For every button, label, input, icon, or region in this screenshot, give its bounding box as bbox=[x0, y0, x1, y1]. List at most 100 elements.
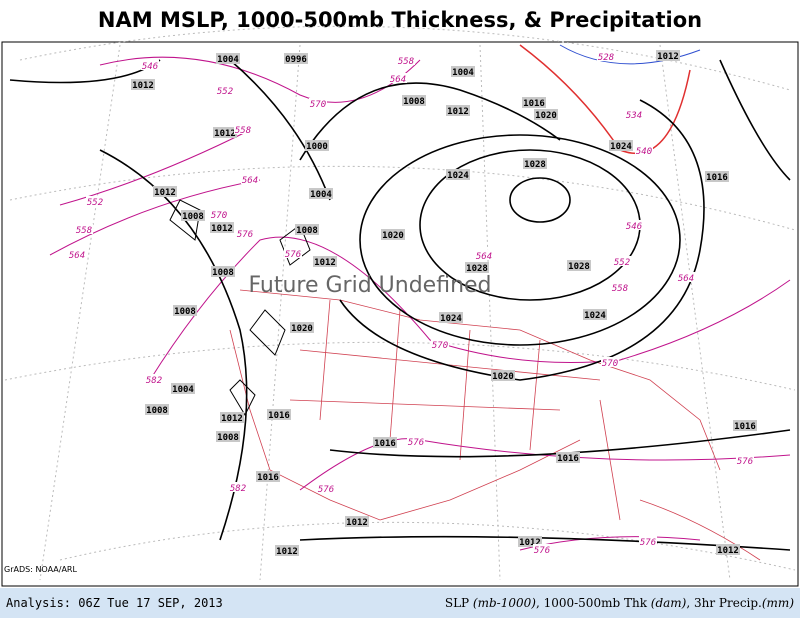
isobar-label: 1004 bbox=[217, 55, 239, 65]
legend-part: (mm) bbox=[762, 596, 794, 610]
isobar-label: 1008 bbox=[212, 268, 234, 278]
isobar-label: 1016 bbox=[706, 173, 728, 183]
isobar-label: 1012 bbox=[346, 518, 368, 528]
thickness-label-box bbox=[601, 357, 619, 367]
isobar-label: 1016 bbox=[268, 411, 290, 421]
thickness-label-box bbox=[397, 55, 415, 65]
thickness-label: 564 bbox=[390, 75, 406, 85]
isobar-label-box bbox=[402, 95, 426, 106]
isobar-label: 1024 bbox=[610, 142, 632, 152]
thickness-label: 546 bbox=[626, 222, 642, 232]
isobar-label-box bbox=[583, 309, 607, 320]
thickness-label: 576 bbox=[408, 438, 424, 448]
isobar-label-box bbox=[556, 452, 580, 463]
thickness-label-box bbox=[736, 455, 754, 465]
isobar-label: 1012 bbox=[447, 107, 469, 117]
isobar-label: 1020 bbox=[492, 372, 514, 382]
thickness-label: 558 bbox=[235, 126, 251, 136]
thickness-label-box bbox=[75, 224, 93, 234]
thickness-label-box bbox=[639, 536, 657, 546]
thickness-label-box bbox=[241, 174, 259, 184]
isobar-label-box bbox=[446, 105, 470, 116]
isobar-label-box bbox=[275, 545, 299, 556]
isobar-label: 1012 bbox=[154, 188, 176, 198]
isobar-label-box bbox=[216, 53, 240, 64]
isobar-label-box bbox=[518, 536, 542, 547]
thickness-label-box bbox=[141, 60, 159, 70]
thickness-label-box bbox=[475, 250, 493, 260]
isobar-label-box bbox=[211, 266, 235, 277]
isobar-label: 1012 bbox=[214, 129, 236, 139]
isobar-label-box bbox=[446, 169, 470, 180]
isobar-label: 1016 bbox=[734, 422, 756, 432]
isobar-label-box bbox=[131, 79, 155, 90]
thickness-label: 564 bbox=[678, 274, 694, 284]
thickness-label: 582 bbox=[146, 376, 162, 386]
isobar-label-box bbox=[290, 322, 314, 333]
thickness-label: 528 bbox=[598, 53, 614, 63]
isobar-label-box bbox=[267, 409, 291, 420]
isobar-label: 1012 bbox=[211, 224, 233, 234]
isobar-label-box bbox=[381, 229, 405, 240]
thickness-label: 576 bbox=[285, 250, 301, 260]
thickness-label: 558 bbox=[612, 284, 628, 294]
isobar-label: 1016 bbox=[257, 473, 279, 483]
thickness-label-box bbox=[86, 196, 104, 206]
isobar-label-box bbox=[220, 412, 244, 423]
isobar-label-box bbox=[451, 66, 475, 77]
title: NAM MSLP, 1000-500mb Thickness, & Precip… bbox=[98, 8, 702, 32]
thickness-label-box bbox=[533, 544, 551, 554]
thickness-label: 546 bbox=[142, 62, 158, 72]
isobar-label: 1024 bbox=[584, 311, 606, 321]
isobar-label: 1008 bbox=[182, 212, 204, 222]
isobar-label: 1020 bbox=[535, 111, 557, 121]
thickness-label-box bbox=[145, 374, 163, 384]
isobar-label: 1028 bbox=[466, 264, 488, 274]
thickness-label: 576 bbox=[640, 538, 656, 548]
footer-bar bbox=[0, 588, 800, 618]
thickness-label: 564 bbox=[69, 251, 85, 261]
footer-analysis: Analysis: 06Z Tue 17 SEP, 2013 bbox=[6, 596, 223, 610]
legend-part: (mb-1000) bbox=[473, 596, 536, 610]
borders bbox=[229, 289, 761, 561]
isobar-label: 1024 bbox=[447, 171, 469, 181]
thickness-label: 564 bbox=[242, 176, 258, 186]
thickness-label-box bbox=[216, 85, 234, 95]
isobar-label: 1012 bbox=[314, 258, 336, 268]
isobar-label: 1008 bbox=[403, 97, 425, 107]
isobar-label: 1016 bbox=[374, 439, 396, 449]
isobar-label-box bbox=[567, 260, 591, 271]
footer-legend: SLP (mb-1000), 1000-500mb Thk (dam), 3hr… bbox=[445, 596, 794, 610]
thickness-label-box bbox=[635, 145, 653, 155]
isobar-label-box bbox=[284, 53, 308, 64]
isobar-label-box bbox=[213, 127, 237, 138]
thickness-label-box bbox=[597, 51, 615, 61]
thickness-label: 552 bbox=[614, 258, 630, 268]
isobar-label: 1012 bbox=[276, 547, 298, 557]
isobar-label: 1004 bbox=[172, 385, 194, 395]
isobar-label-box bbox=[345, 516, 369, 527]
isobar-label: 1012 bbox=[221, 414, 243, 424]
thickness-label-box bbox=[234, 124, 252, 134]
isobar-label: 1012 bbox=[519, 538, 541, 548]
isobar-label: 1028 bbox=[524, 160, 546, 170]
thickness-528 bbox=[559, 44, 701, 65]
thickness-label: 576 bbox=[737, 457, 753, 467]
isobar-label-box bbox=[305, 140, 329, 151]
thickness-label-box bbox=[309, 98, 327, 108]
isobar-label-box bbox=[522, 97, 546, 108]
isobar-label-box bbox=[609, 140, 633, 151]
isobars bbox=[9, 59, 791, 551]
isobar-label-box bbox=[373, 437, 397, 448]
isobar-label: 1004 bbox=[310, 190, 332, 200]
legend-part: SLP bbox=[445, 596, 473, 610]
isobar-label: 1012 bbox=[717, 546, 739, 556]
thickness-label-box bbox=[389, 73, 407, 83]
isobar-label-box bbox=[716, 544, 740, 555]
thickness-label-box bbox=[284, 248, 302, 258]
thickness-label-box bbox=[625, 220, 643, 230]
thickness-label: 570 bbox=[211, 211, 227, 221]
isobar-label-box bbox=[171, 383, 195, 394]
